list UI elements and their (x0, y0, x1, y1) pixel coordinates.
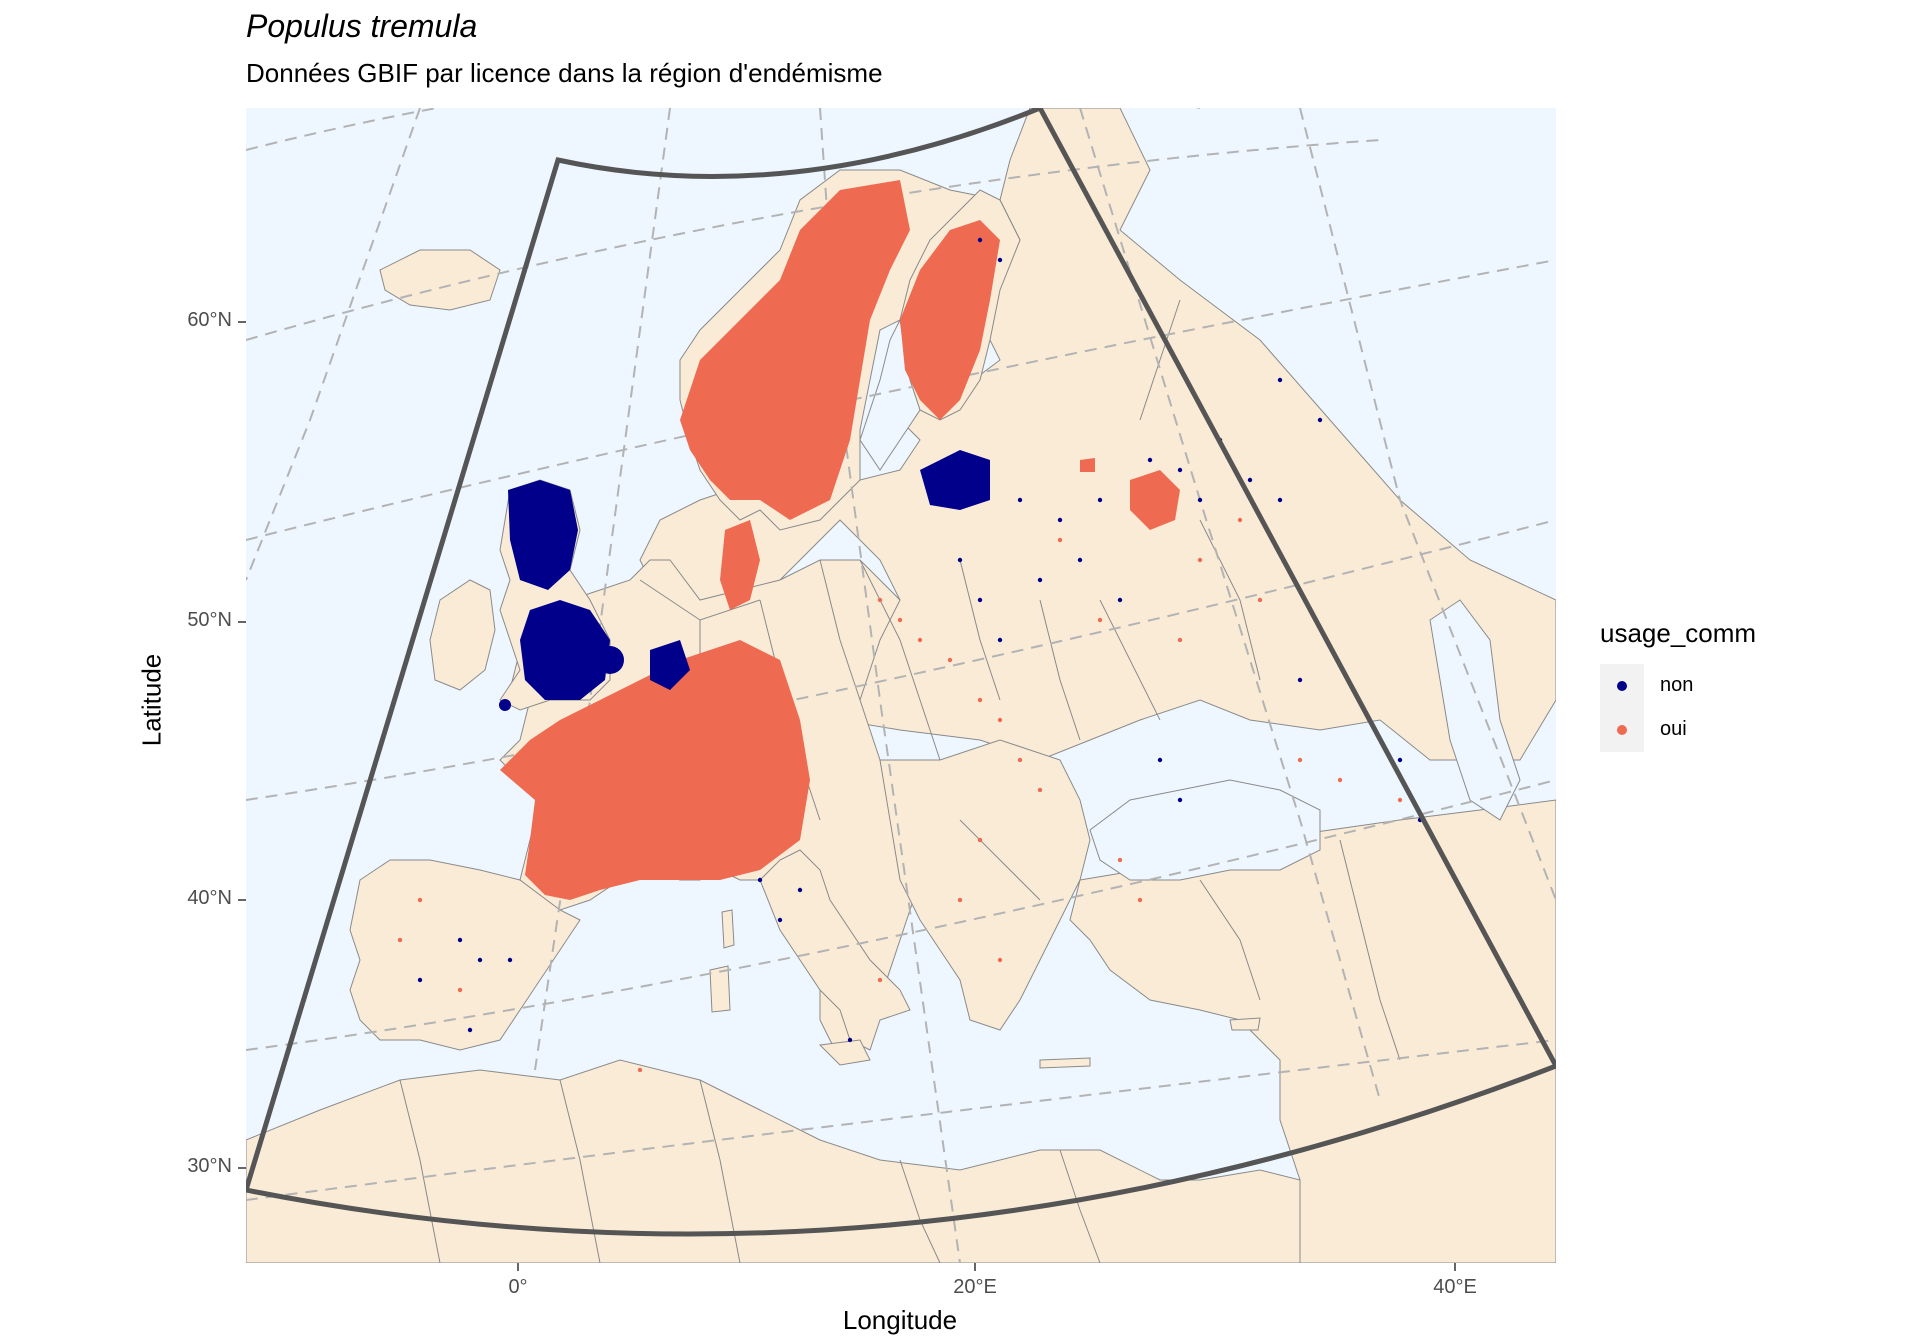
scattered-oui (397, 517, 1403, 1073)
land-cyprus (1229, 1017, 1261, 1031)
ytick-30n: 30°N (187, 1155, 232, 1177)
ytick-60n: 60°N (187, 309, 232, 331)
occurrences-non (499, 450, 990, 711)
map-title: Populus tremula (246, 8, 478, 44)
land-ireland (429, 579, 496, 691)
xtick-20e: 20°E (953, 1276, 997, 1298)
ytick-50n: 50°N (187, 609, 232, 631)
legend-key-oui (1600, 708, 1644, 752)
legend-label-non: non (1660, 674, 1694, 696)
xtick-40e: 40°E (1433, 1276, 1477, 1298)
ytick-40n: 40°N (187, 887, 232, 909)
land-sicily (818, 1039, 871, 1066)
legend-dot-oui (1617, 725, 1627, 735)
y-axis-label: Latitude (136, 653, 167, 747)
endemic-region-outline (246, 108, 1556, 1237)
land-balkans (879, 739, 1091, 1031)
legend-title: usage_comm (1600, 618, 1757, 648)
occurrences-oui (500, 180, 1180, 900)
map-subtitle: Données GBIF par licence dans la région … (246, 58, 883, 88)
land-sardinia (709, 965, 731, 1013)
x-axis-label: Longitude (842, 1305, 958, 1335)
caspian-sea (1429, 599, 1521, 821)
land-crete (1039, 1057, 1091, 1069)
legend-dot-non (1617, 681, 1627, 691)
land-italy (759, 849, 911, 1051)
legend-key-non (1600, 664, 1644, 708)
xtick-0: 0° (508, 1276, 528, 1298)
legend-label-oui: oui (1660, 718, 1687, 740)
black-sea (1089, 779, 1321, 881)
land-corsica (721, 909, 735, 949)
land-north-africa (246, 1059, 1301, 1263)
land-iberia (349, 859, 581, 1051)
